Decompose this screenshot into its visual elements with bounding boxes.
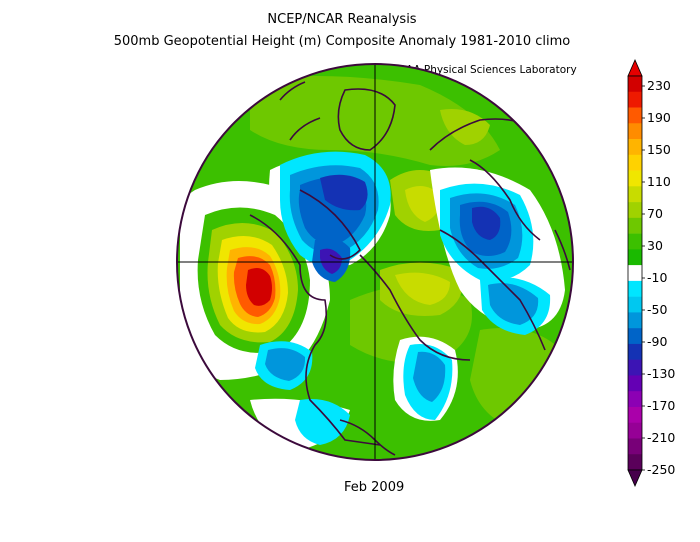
polar-map (176, 63, 574, 461)
trough-contour-50 (413, 351, 446, 402)
colorbar-swatch (628, 76, 642, 93)
colorbar-swatch (628, 454, 642, 471)
colorbar-label: -130 (647, 366, 675, 381)
greenland-coast (337, 88, 396, 151)
arctic-island (279, 81, 306, 101)
colorbar-swatch (628, 438, 642, 455)
colorbar-label: -170 (647, 398, 675, 413)
colorbar-swatch (628, 296, 642, 313)
yellow-patch (405, 186, 441, 222)
trough-contour-50 (488, 283, 539, 325)
chart-title: NCEP/NCAR Reanalysis (267, 12, 417, 27)
colorbar-swatch (628, 328, 642, 345)
trough-core (472, 206, 501, 240)
colorbar-label: -250 (647, 462, 675, 477)
trough-core (320, 174, 368, 211)
eurasia-coast (554, 229, 571, 271)
colorbar-swatch (628, 312, 642, 329)
trough-contour-10 (295, 399, 350, 445)
colorbar-label: 150 (647, 142, 671, 157)
yellow-patch (395, 272, 450, 305)
ridge-max (246, 268, 272, 306)
siberia-coast (469, 159, 541, 241)
trough-core (320, 248, 342, 274)
colorbar-swatch (628, 249, 642, 266)
colorbar-swatch (628, 280, 642, 297)
colorbar-swatch (628, 139, 642, 156)
colorbar-swatch (628, 170, 642, 187)
colorbar-label: 230 (647, 78, 671, 93)
colorbar-swatch (628, 107, 642, 124)
yellow-green-patch (440, 109, 490, 145)
colorbar-swatch (628, 422, 642, 439)
colorbar-swatch (628, 233, 642, 250)
chart-subtitle: 500mb Geopotential Height (m) Composite … (113, 34, 571, 49)
colorbar-swatch (628, 375, 642, 392)
asia-east-coast (439, 229, 546, 351)
colorbar-label: 190 (647, 110, 671, 125)
colorbar-swatch (628, 391, 642, 408)
colorbar-swatch (628, 359, 642, 376)
colorbar-swatch (628, 186, 642, 203)
colorbar-swatch (628, 91, 642, 108)
canada-arctic-coast (299, 189, 361, 260)
colorbar-label: 30 (647, 238, 663, 253)
colorbar-swatch (628, 343, 642, 360)
date-label: Feb 2009 (344, 480, 405, 495)
colorbar-label: -10 (647, 270, 667, 285)
arctic-island (289, 117, 321, 141)
colorbar-swatch (628, 154, 642, 171)
colorbar-label: 70 (647, 206, 663, 221)
trough-contour-50 (265, 348, 306, 381)
colorbar-bottom-arrow (627, 469, 643, 487)
map-boundary (176, 63, 574, 461)
colorbar-top-arrow (627, 59, 643, 77)
colorbar-swatch (628, 202, 642, 219)
colorbar-label: -50 (647, 302, 667, 317)
colorbar-swatch (628, 265, 642, 282)
colorbar-swatch (628, 406, 642, 424)
colorbar-swatch (628, 123, 642, 140)
colorbar-label: -210 (647, 430, 675, 445)
colorbar-label: -90 (647, 334, 667, 349)
colorbar-swatch (628, 217, 642, 234)
north-america-coast (249, 214, 381, 446)
colorbar-label: 110 (647, 174, 671, 189)
